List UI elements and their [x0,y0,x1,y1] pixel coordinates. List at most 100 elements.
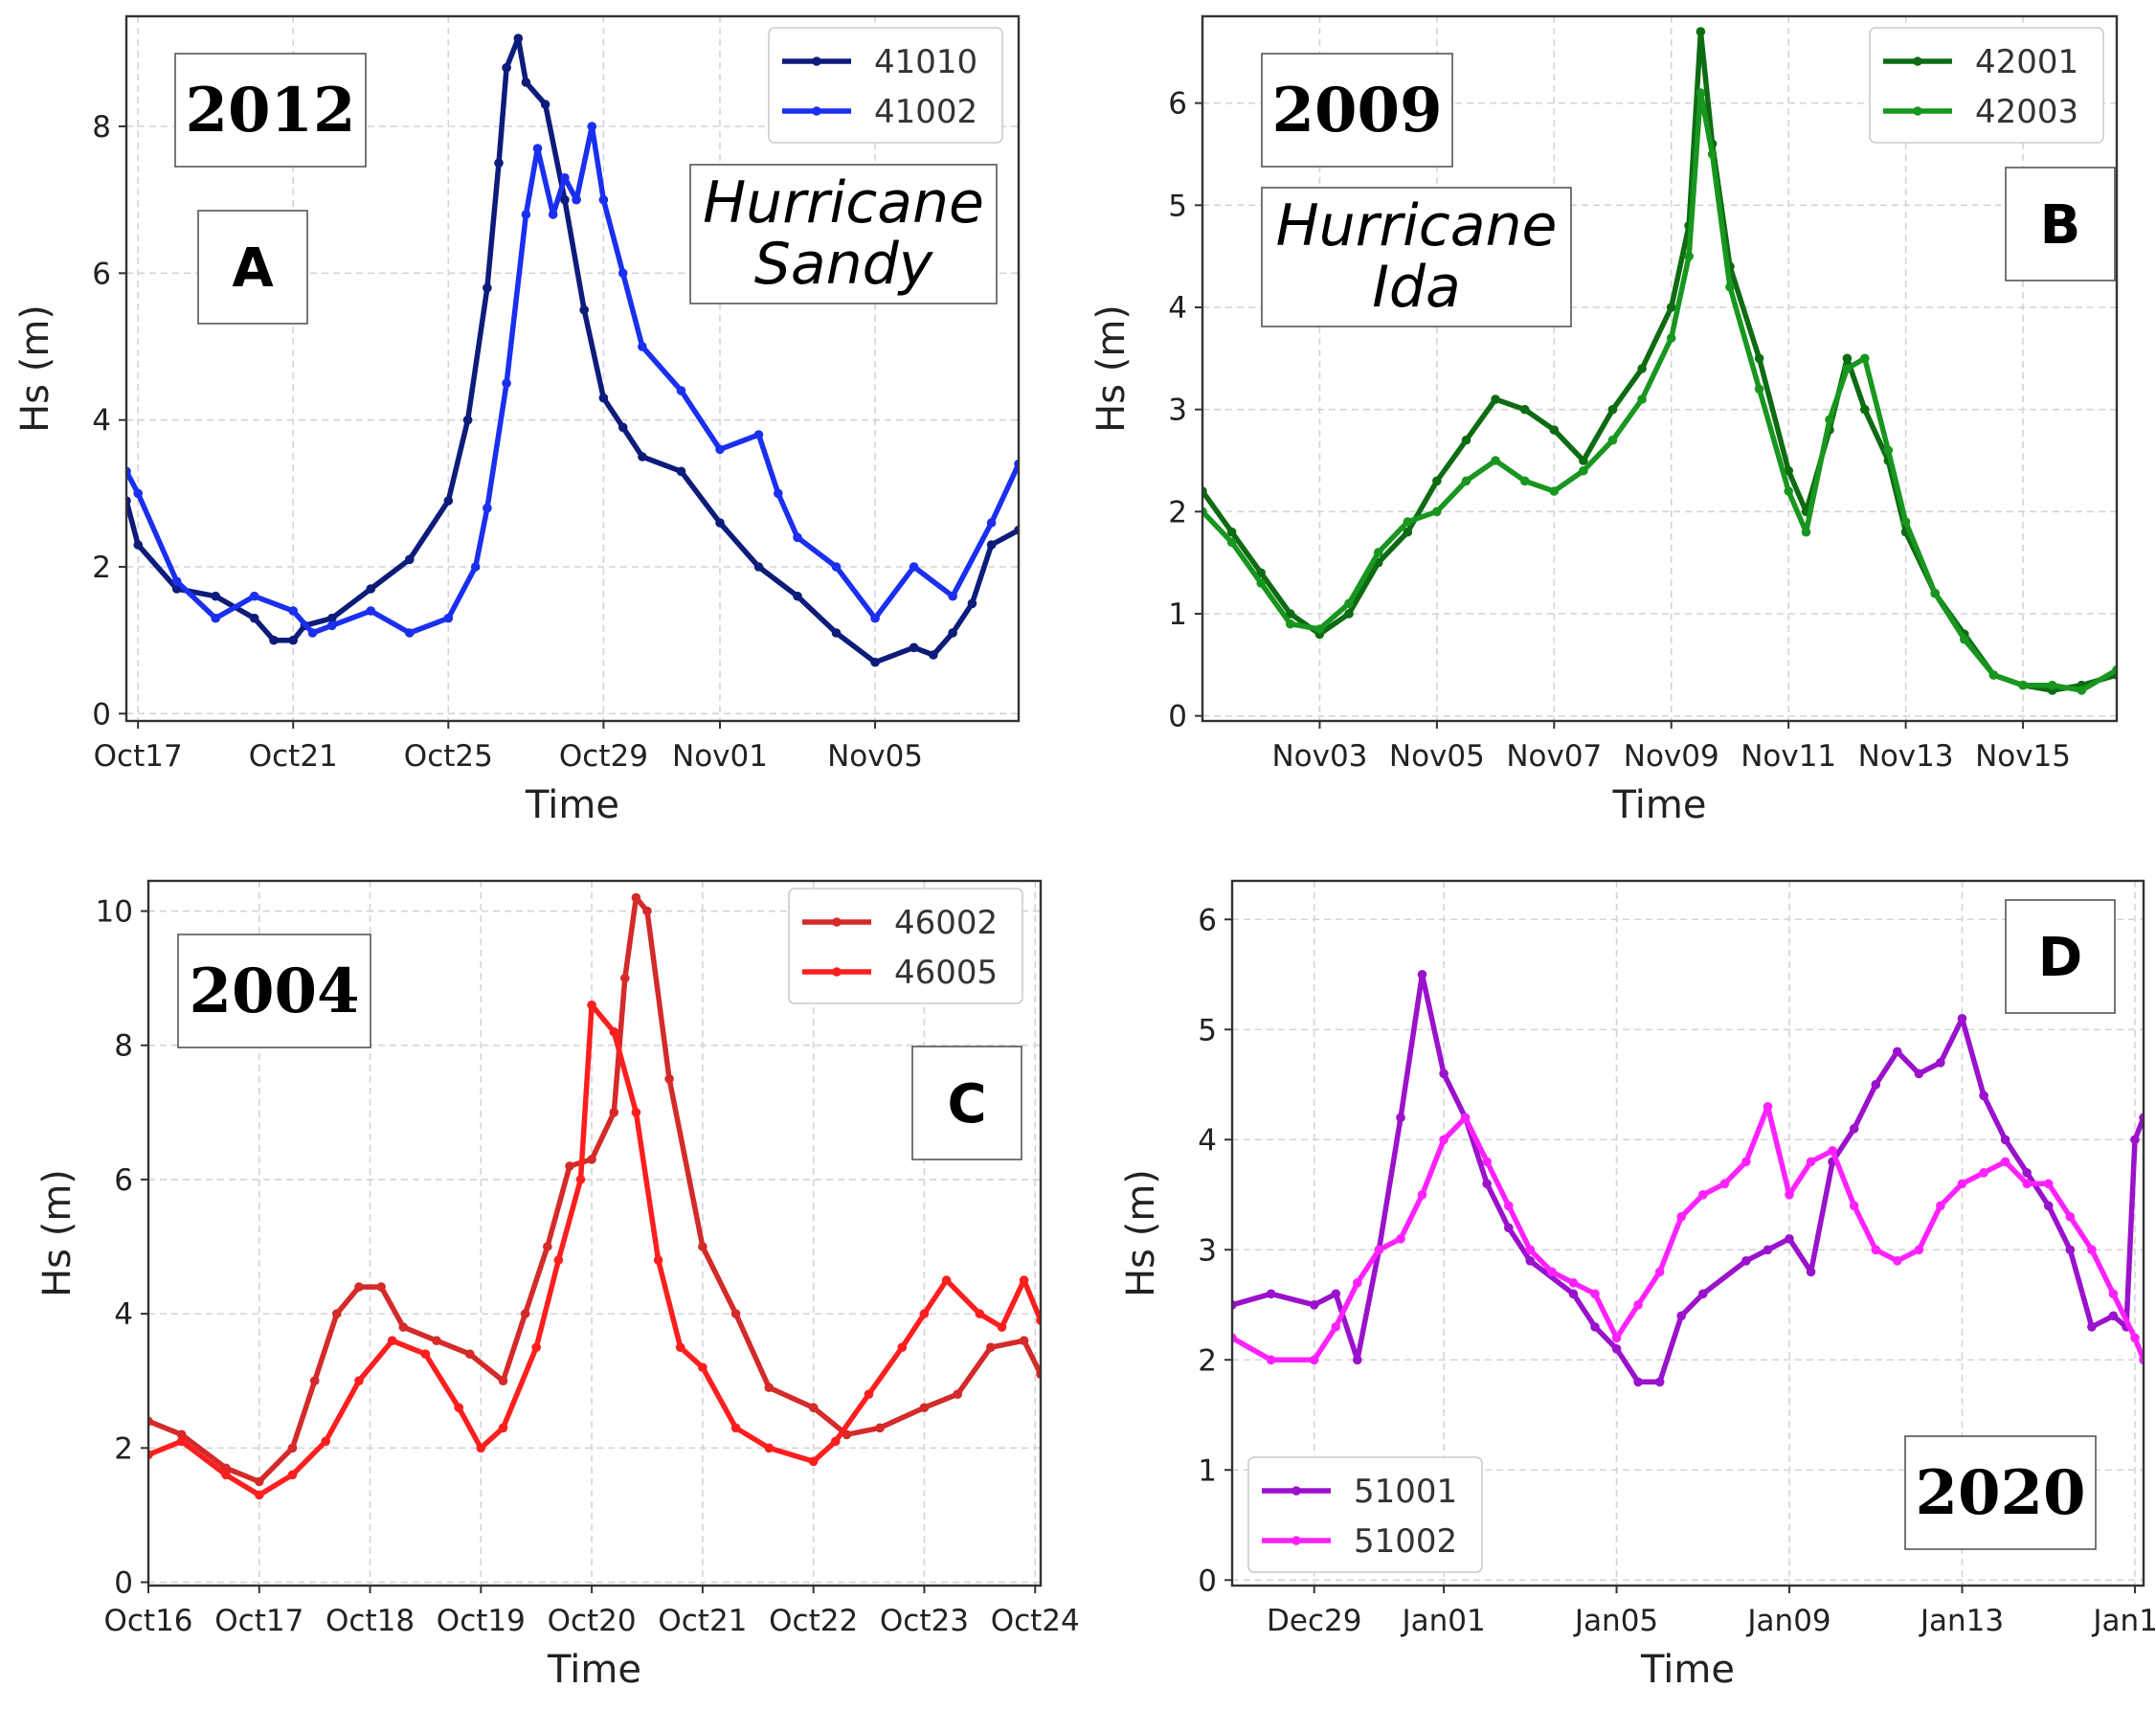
y-axis-title: Hs (m) [35,1169,79,1297]
data-point [986,1342,996,1352]
data-point [897,1342,908,1352]
data-point [288,635,299,645]
x-tick-label: Jan01 [1400,1604,1485,1638]
data-point [2077,686,2087,695]
legend-frame [1869,27,2104,144]
panel-letter-box [911,1046,1022,1160]
storm-name-line: Hurricane [703,169,984,236]
data-point [579,304,589,315]
x-tick-label: Oct17 [214,1604,303,1638]
data-point [1696,88,1706,98]
legend-label: 41010 [874,43,977,81]
data-point [249,591,259,601]
y-tick-label: 0 [1198,1564,1217,1598]
data-point [321,1436,331,1447]
data-point [1741,1157,1751,1167]
data-point [1353,1355,1362,1365]
data-point [638,452,647,462]
legend-label: 41002 [874,93,977,131]
panel-letter-box [2005,899,2116,1014]
x-tick-label: Oct24 [991,1604,1080,1638]
legend-label: 42001 [1975,43,2078,81]
data-point [1719,1179,1730,1189]
data-point [1957,1179,1967,1189]
data-point [1936,1058,1945,1068]
y-tick-label: 1 [1168,597,1187,632]
data-point [793,532,802,543]
series-line-41002 [126,124,1019,636]
data-point [986,540,997,550]
data-point [875,1423,885,1433]
data-point [967,598,977,609]
data-point [1676,1212,1686,1222]
x-tick-label: Nov15 [1975,739,2071,774]
legend-marker [812,106,821,116]
data-point [332,1309,342,1318]
data-point [1256,578,1266,588]
data-point [1637,394,1647,404]
legend-marker [1291,1486,1301,1496]
legend: 42001 42003 [1869,27,2104,144]
data-point [1914,1069,1924,1079]
data-point [543,1242,552,1251]
data-point [1825,415,1834,425]
legend-marker [1291,1536,1301,1545]
data-point [1579,465,1588,476]
data-point [715,444,725,455]
data-point [133,540,143,550]
data-point [502,62,511,73]
x-tick-label: Oct22 [769,1604,858,1638]
year-label: 2020 [1915,1457,2085,1529]
data-point [1785,1234,1794,1244]
data-point [540,100,550,109]
data-point [1519,404,1530,415]
data-point [1930,588,1940,598]
data-point [2000,1157,2010,1167]
panel-a: 0 2 4 6 8 Oct17 Oct21 Oct25 Oct29 Nov01 Nov05 Time H… [13,14,1021,827]
legend: 41010 41002 [768,27,1003,144]
storm-box [689,164,998,304]
y-tick-label: 8 [114,1029,133,1064]
y-tick-label: 6 [1198,903,1217,937]
data-point [929,650,938,660]
series-line-42003 [1202,90,2117,693]
data-point [1666,303,1676,312]
legend-label: 51001 [1354,1473,1457,1511]
data-point [532,144,543,153]
data-point [909,562,919,572]
data-point [2043,1179,2054,1189]
data-point [221,1470,231,1480]
data-point [1900,517,1911,527]
data-point [2000,1135,2010,1145]
y-tick-label: 6 [114,1163,133,1198]
data-point [520,1309,530,1318]
data-point [560,172,570,183]
data-point [2043,1201,2054,1211]
series-51001 [1232,970,2144,1387]
year-box [177,934,371,1048]
x-tick-label: Dec29 [1267,1604,1361,1638]
year-label: 2012 [185,75,355,146]
panel-letter: B [2040,194,2081,257]
data-point [1806,1157,1816,1167]
x-tick-label: Oct29 [559,739,648,774]
x-tick-label: Oct21 [658,1604,747,1638]
data-point [476,1443,486,1453]
data-point [948,591,957,601]
data-point [631,1108,641,1117]
data-point [405,554,415,565]
y-tick-label: 0 [92,697,111,732]
year-box [174,53,367,168]
data-point [288,606,299,616]
data-point [2108,1289,2119,1299]
data-point [462,415,473,425]
data-point [753,562,764,572]
legend-label: 46002 [894,904,998,942]
data-point [1226,537,1237,548]
data-point [642,906,652,916]
x-tick-label: Jan09 [1745,1604,1830,1638]
data-point [249,613,259,623]
data-point [1019,1275,1029,1285]
data-point [831,1436,841,1447]
data-point [808,1456,819,1467]
